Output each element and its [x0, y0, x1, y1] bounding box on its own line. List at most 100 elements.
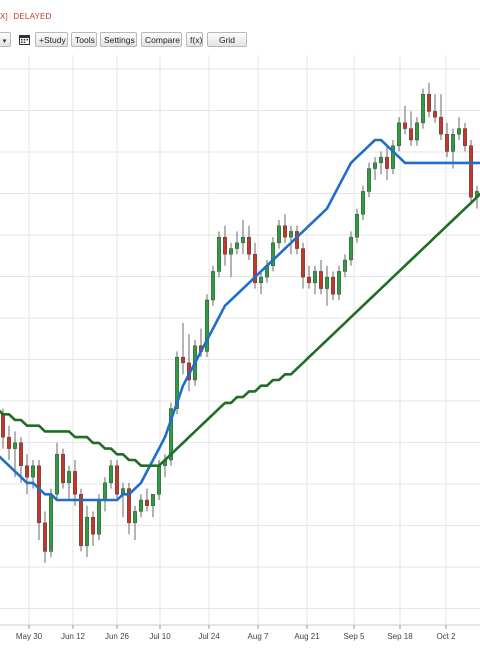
- candle: [115, 460, 119, 500]
- candle: [187, 334, 191, 392]
- candle: [211, 265, 215, 306]
- candle-body: [457, 128, 461, 135]
- symbol-status-label: X] DELAYED: [0, 12, 52, 21]
- candle-body: [85, 516, 89, 546]
- candle-body: [259, 276, 263, 284]
- add-study-button[interactable]: +Study: [35, 32, 68, 47]
- candle: [37, 460, 41, 540]
- candlestick-chart[interactable]: May 30 Jun 12 Jun 26 Jul 10 Jul 24 Aug 7 Aug 2…: [0, 55, 480, 650]
- settings-button[interactable]: Settings: [100, 32, 137, 47]
- candle: [379, 151, 383, 175]
- candle: [445, 122, 449, 158]
- candle-body: [103, 482, 107, 501]
- gridlines: [0, 55, 480, 626]
- candle-body: [253, 254, 257, 284]
- candle: [133, 505, 137, 540]
- candle-body: [211, 271, 215, 301]
- fx-button[interactable]: f(x): [186, 32, 203, 47]
- candle-body: [391, 145, 395, 169]
- candle: [79, 488, 83, 552]
- chart-area[interactable]: May 30 Jun 12 Jun 26 Jul 10 Jul 24 Aug 7 Aug 2…: [0, 55, 480, 650]
- candle-body: [421, 94, 425, 124]
- candle-body: [289, 231, 293, 238]
- candle-body: [451, 134, 455, 152]
- candle-body: [205, 299, 209, 352]
- candle-body: [151, 494, 155, 506]
- candle-body: [229, 248, 233, 255]
- candle-body: [463, 128, 467, 146]
- x-tick-label: Oct 2: [436, 632, 456, 641]
- candle-body: [271, 242, 275, 266]
- interval-dropdown[interactable]: ▾: [0, 32, 11, 47]
- candle-body: [277, 225, 281, 244]
- candle: [307, 265, 311, 289]
- candle: [433, 94, 437, 123]
- candle: [61, 448, 65, 489]
- header-bar: X] DELAYED: [0, 0, 480, 26]
- candle: [19, 437, 23, 483]
- candle-body: [169, 408, 173, 461]
- candle: [13, 431, 17, 478]
- candle: [145, 488, 149, 512]
- candle-body: [145, 499, 149, 506]
- candle: [289, 225, 293, 255]
- candle: [247, 225, 251, 260]
- candle-body: [1, 414, 5, 438]
- candle: [151, 494, 155, 518]
- symbol-text: X]: [0, 12, 8, 21]
- calendar-button[interactable]: [18, 33, 31, 46]
- candle: [91, 511, 95, 546]
- candle: [121, 482, 125, 518]
- candle: [409, 111, 413, 146]
- candle-body: [91, 516, 95, 535]
- candle: [49, 488, 53, 558]
- x-axis: May 30 Jun 12 Jun 26 Jul 10 Jul 24 Aug 7 Aug 2…: [16, 625, 456, 641]
- tools-button[interactable]: Tools: [71, 32, 97, 47]
- grid-button[interactable]: Grid: [207, 32, 247, 47]
- calendar-icon: [19, 35, 30, 45]
- candle: [427, 82, 431, 118]
- candle: [355, 208, 359, 243]
- candle: [385, 145, 389, 180]
- candle-body: [235, 242, 239, 249]
- x-tick-label: Jul 24: [198, 632, 220, 641]
- ma-short-line: [0, 138, 480, 502]
- candle-body: [25, 465, 29, 478]
- x-tick-label: Jun 12: [61, 632, 86, 641]
- candle: [331, 271, 335, 300]
- candle: [43, 511, 47, 563]
- candle-body: [109, 465, 113, 484]
- candle: [373, 157, 377, 180]
- chevron-down-icon: ▾: [2, 38, 7, 45]
- candle-body: [403, 122, 407, 129]
- candle: [55, 442, 59, 500]
- candle-body: [241, 236, 245, 244]
- candle: [229, 242, 233, 278]
- candle-body: [367, 168, 371, 192]
- candle: [253, 242, 257, 289]
- candle: [463, 122, 467, 152]
- candle-body: [139, 499, 143, 512]
- candle-body: [97, 499, 101, 535]
- delayed-badge: DELAYED: [13, 12, 52, 21]
- candle: [223, 225, 227, 266]
- compare-button[interactable]: Compare: [141, 32, 182, 47]
- candle: [127, 482, 131, 535]
- candles: [1, 82, 479, 563]
- candle: [337, 265, 341, 300]
- x-tick-label: Jun 26: [105, 632, 130, 641]
- candle: [349, 231, 353, 266]
- candle-body: [127, 488, 131, 524]
- candle-body: [175, 356, 179, 409]
- candle: [397, 117, 401, 152]
- candle-body: [379, 156, 383, 164]
- candle: [217, 231, 221, 278]
- candle-body: [55, 454, 59, 495]
- candle-body: [157, 465, 161, 495]
- candle-body: [445, 134, 449, 152]
- candle: [205, 294, 209, 358]
- candle: [421, 88, 425, 129]
- candle: [139, 494, 143, 518]
- x-tick-label: Aug 21: [294, 632, 320, 641]
- candle-body: [43, 522, 47, 552]
